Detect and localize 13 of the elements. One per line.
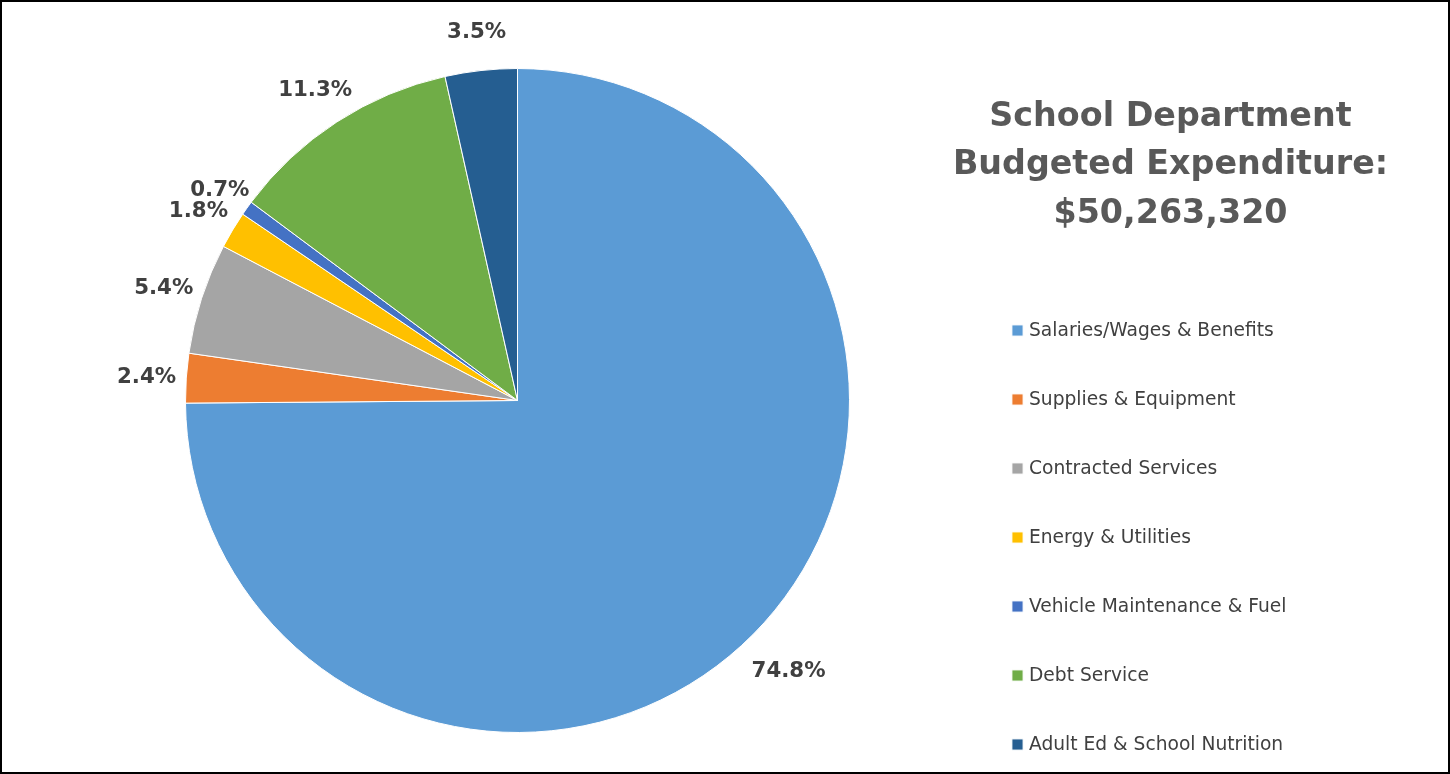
data-label: 2.4% bbox=[116, 362, 177, 388]
legend-label: Contracted Services bbox=[1029, 457, 1218, 478]
legend-label: Debt Service bbox=[1029, 664, 1149, 685]
legend-label: Salaries/Wages & Benefits bbox=[1029, 319, 1274, 340]
data-label: 74.8% bbox=[751, 656, 826, 682]
data-label: 3.5% bbox=[447, 18, 507, 44]
legend-label: Vehicle Maintenance & Fuel bbox=[1029, 595, 1287, 616]
legend-label: Supplies & Equipment bbox=[1029, 388, 1236, 409]
legend-label: Energy & Utilities bbox=[1029, 526, 1191, 547]
text: School Department Budgeted Expenditure: $50,263,320 bbox=[952, 94, 1389, 231]
data-label: 5.4% bbox=[134, 273, 194, 299]
data-label: 11.3% bbox=[278, 76, 353, 102]
legend-label: Adult Ed & School Nutrition bbox=[1029, 733, 1284, 754]
